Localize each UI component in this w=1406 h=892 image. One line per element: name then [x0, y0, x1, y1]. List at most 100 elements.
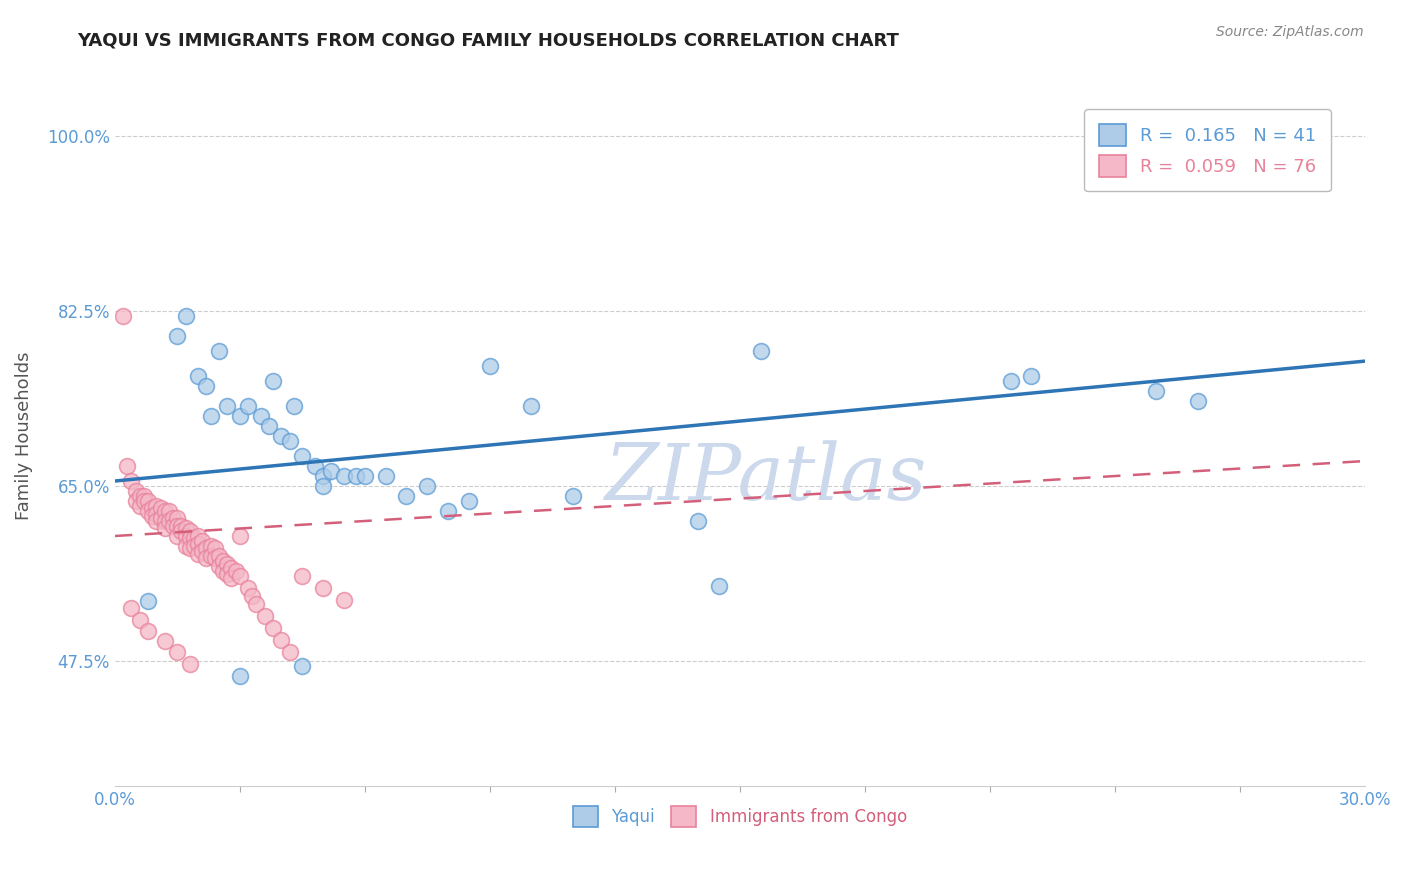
- Text: Source: ZipAtlas.com: Source: ZipAtlas.com: [1216, 25, 1364, 39]
- Point: [179, 541, 201, 555]
- Point: [132, 489, 155, 503]
- Point: [270, 429, 292, 443]
- Point: [291, 449, 314, 463]
- Point: [120, 474, 142, 488]
- Y-axis label: Family Households: Family Households: [15, 351, 32, 520]
- Point: [179, 531, 201, 545]
- Point: [212, 564, 235, 578]
- Point: [200, 409, 222, 423]
- Point: [120, 601, 142, 615]
- Point: [166, 645, 188, 659]
- Point: [749, 344, 772, 359]
- Point: [191, 544, 214, 558]
- Point: [208, 558, 231, 573]
- Point: [174, 521, 197, 535]
- Point: [304, 458, 326, 473]
- Point: [128, 499, 150, 513]
- Point: [270, 632, 292, 647]
- Point: [174, 529, 197, 543]
- Point: [312, 479, 335, 493]
- Point: [1021, 369, 1043, 384]
- Point: [179, 524, 201, 538]
- Point: [291, 569, 314, 583]
- Point: [191, 533, 214, 548]
- Point: [149, 511, 172, 525]
- Text: YAQUI VS IMMIGRANTS FROM CONGO FAMILY HOUSEHOLDS CORRELATION CHART: YAQUI VS IMMIGRANTS FROM CONGO FAMILY HO…: [77, 31, 900, 49]
- Point: [136, 624, 159, 638]
- Point: [217, 399, 239, 413]
- Point: [253, 608, 276, 623]
- Point: [374, 469, 396, 483]
- Point: [688, 514, 710, 528]
- Point: [1187, 394, 1209, 409]
- Point: [174, 539, 197, 553]
- Point: [162, 519, 184, 533]
- Point: [262, 621, 284, 635]
- Point: [333, 593, 356, 607]
- Point: [153, 634, 176, 648]
- Point: [204, 541, 226, 555]
- Point: [321, 464, 343, 478]
- Point: [312, 469, 335, 483]
- Point: [291, 659, 314, 673]
- Point: [344, 469, 367, 483]
- Point: [333, 469, 356, 483]
- Point: [562, 489, 585, 503]
- Text: ZIPatlas: ZIPatlas: [603, 440, 927, 516]
- Point: [1000, 374, 1022, 388]
- Point: [236, 581, 259, 595]
- Point: [124, 494, 146, 508]
- Point: [145, 514, 167, 528]
- Point: [353, 469, 375, 483]
- Point: [707, 579, 730, 593]
- Point: [174, 309, 197, 323]
- Point: [208, 344, 231, 359]
- Point: [149, 501, 172, 516]
- Point: [278, 645, 301, 659]
- Point: [416, 479, 439, 493]
- Point: [221, 561, 243, 575]
- Point: [245, 597, 267, 611]
- Point: [520, 399, 543, 413]
- Point: [170, 519, 193, 533]
- Point: [136, 504, 159, 518]
- Point: [157, 504, 180, 518]
- Point: [153, 521, 176, 535]
- Point: [257, 419, 280, 434]
- Point: [240, 589, 263, 603]
- Point: [117, 458, 139, 473]
- Point: [262, 374, 284, 388]
- Point: [478, 359, 501, 373]
- Point: [166, 329, 188, 343]
- Point: [183, 531, 205, 545]
- Point: [229, 409, 252, 423]
- Point: [112, 309, 135, 323]
- Point: [124, 483, 146, 498]
- Point: [395, 489, 418, 503]
- Point: [187, 369, 209, 384]
- Point: [132, 494, 155, 508]
- Point: [208, 549, 231, 563]
- Point: [229, 669, 252, 683]
- Point: [162, 511, 184, 525]
- Point: [212, 554, 235, 568]
- Point: [187, 537, 209, 551]
- Point: [312, 581, 335, 595]
- Point: [229, 569, 252, 583]
- Point: [458, 494, 481, 508]
- Point: [204, 551, 226, 566]
- Point: [195, 551, 218, 566]
- Point: [128, 489, 150, 503]
- Point: [136, 494, 159, 508]
- Point: [437, 504, 460, 518]
- Point: [221, 571, 243, 585]
- Point: [249, 409, 271, 423]
- Point: [229, 529, 252, 543]
- Point: [236, 399, 259, 413]
- Point: [187, 529, 209, 543]
- Point: [225, 564, 247, 578]
- Point: [157, 514, 180, 528]
- Point: [217, 557, 239, 571]
- Point: [1144, 384, 1167, 398]
- Point: [136, 594, 159, 608]
